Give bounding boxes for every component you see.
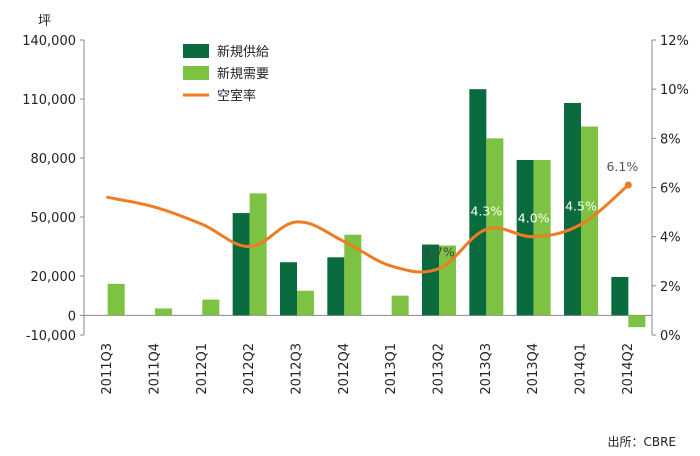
demand-bar: [628, 315, 646, 328]
demand-bar: [391, 295, 409, 316]
left-tick-label: 20,000: [31, 270, 77, 285]
supply-bar: [564, 102, 581, 316]
legend-demand-swatch: [183, 66, 209, 80]
data-labels: 2.7% 4.3% 4.0% 4.5% 6.1%: [423, 159, 638, 260]
demand-bar: [439, 245, 456, 316]
category-label: 2013Q2: [432, 343, 447, 395]
category-label: 2012Q4: [337, 343, 352, 395]
vacancy-data-label: 4.5%: [565, 198, 597, 213]
supply-bar: [232, 213, 250, 316]
right-tick-label: 6%: [660, 182, 681, 197]
source-note: 出所：CBRE: [607, 435, 676, 449]
left-tick-label: 0: [68, 309, 76, 324]
right-tick-label: 2%: [660, 280, 681, 295]
left-axis-unit: 坪: [38, 14, 51, 29]
vacancy-data-label: 4.0%: [518, 211, 550, 226]
category-label: 2011Q4: [148, 343, 163, 395]
legend-supply-label: 新規供給: [217, 44, 269, 60]
supply-bar: [422, 244, 439, 316]
category-label: 2013Q4: [526, 343, 541, 395]
left-tick-label: 110,000: [22, 93, 76, 108]
category-label: 2012Q1: [195, 343, 210, 395]
vacancy-data-label: 4.3%: [470, 203, 502, 218]
demand-bar: [533, 159, 551, 316]
right-tick-label: 12%: [660, 34, 689, 49]
vacancy-data-label: 2.7%: [423, 245, 455, 260]
category-label: 2013Q1: [384, 343, 399, 395]
legend-demand-label: 新規需要: [217, 66, 269, 82]
demand-bar: [249, 193, 267, 316]
demand-bar: [155, 308, 172, 316]
category-label: 2012Q2: [242, 343, 257, 395]
bars: [107, 89, 646, 328]
vacancy-data-label: 6.1%: [606, 159, 638, 174]
vacancy-rate-line: [106, 183, 630, 274]
category-label: 2014Q1: [574, 343, 589, 395]
vacancy-rate-endpoint: [624, 181, 632, 189]
category-label: 2012Q3: [290, 343, 305, 395]
supply-bar: [469, 89, 487, 316]
left-tick-label: 80,000: [31, 152, 77, 167]
demand-bar: [344, 234, 362, 316]
right-tick-label: 8%: [660, 132, 681, 147]
right-tick-label: 4%: [660, 231, 681, 246]
right-tick-label: 10%: [660, 83, 689, 98]
legend-supply-swatch: [183, 44, 209, 58]
supply-bar: [611, 276, 629, 316]
left-tick-label: 140,000: [22, 34, 76, 49]
demand-bar: [297, 290, 314, 316]
supply-bar: [516, 159, 534, 316]
demand-bar: [107, 283, 125, 316]
right-tick-label: 0%: [660, 329, 681, 344]
left-tick-label: 50,000: [31, 211, 77, 226]
category-label: 2014Q2: [621, 343, 636, 395]
axes: 140,000 110,000 80,000 50,000 20,000 0 -10,000…: [22, 34, 689, 395]
legend-vacancy-label: 空室率: [217, 88, 256, 104]
supply-bar: [280, 262, 297, 316]
demand-bar: [581, 126, 598, 316]
vacancy-line: [106, 181, 632, 274]
category-label: 2011Q3: [100, 343, 115, 395]
demand-bar: [202, 299, 220, 316]
supply-bar: [327, 257, 345, 316]
category-label: 2013Q3: [479, 343, 494, 395]
left-tick-label: -10,000: [26, 329, 76, 344]
